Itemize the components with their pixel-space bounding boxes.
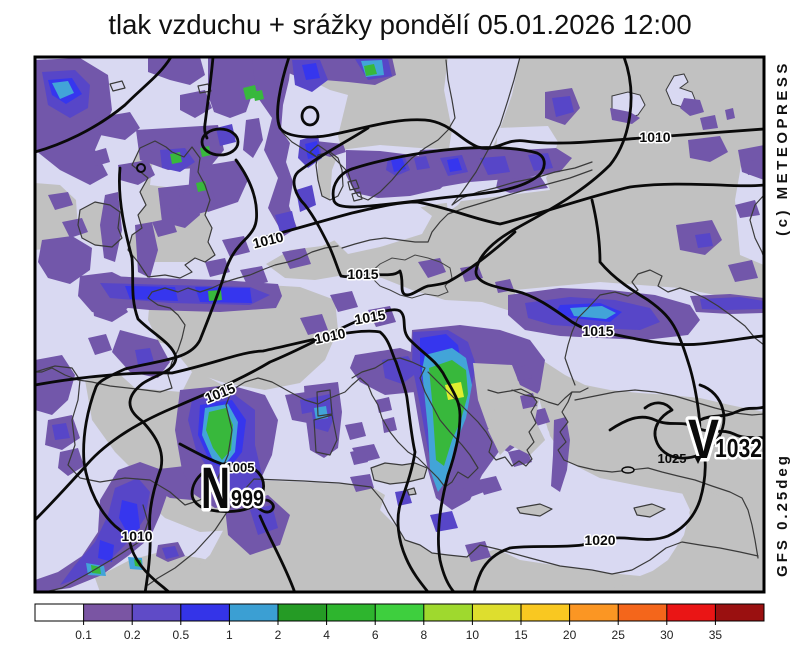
svg-text:1010: 1010	[121, 528, 152, 544]
svg-text:1005: 1005	[226, 460, 255, 475]
svg-text:1025: 1025	[658, 451, 687, 466]
svg-text:0.5: 0.5	[172, 628, 189, 642]
svg-text:30: 30	[660, 628, 674, 642]
svg-text:1032: 1032	[715, 433, 762, 463]
svg-text:35: 35	[709, 628, 723, 642]
svg-text:0.2: 0.2	[124, 628, 141, 642]
svg-text:1: 1	[226, 628, 233, 642]
svg-text:6: 6	[372, 628, 379, 642]
svg-text:1010: 1010	[639, 129, 670, 145]
svg-text:999: 999	[231, 485, 264, 511]
svg-text:GFS 0.25deg: GFS 0.25deg	[774, 453, 791, 577]
svg-text:1015: 1015	[347, 266, 378, 282]
svg-text:25: 25	[612, 628, 626, 642]
svg-text:tlak vzduchu + srážky pondělí: tlak vzduchu + srážky pondělí 05.01.2026…	[108, 9, 691, 40]
svg-text:15: 15	[514, 628, 528, 642]
svg-text:8: 8	[420, 628, 427, 642]
svg-text:1020: 1020	[584, 532, 615, 548]
svg-text:V: V	[688, 407, 719, 470]
svg-text:20: 20	[563, 628, 577, 642]
svg-text:4: 4	[323, 628, 330, 642]
svg-text:1015: 1015	[582, 323, 613, 339]
svg-text:0.1: 0.1	[75, 628, 92, 642]
svg-text:2: 2	[275, 628, 282, 642]
svg-text:N: N	[201, 456, 230, 521]
svg-text:(c) METEOPRESS: (c) METEOPRESS	[774, 60, 791, 236]
svg-text:10: 10	[466, 628, 480, 642]
